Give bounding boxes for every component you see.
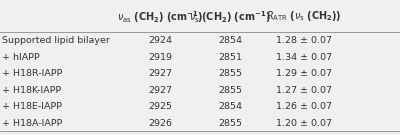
Text: 2927: 2927 (148, 69, 172, 78)
Text: 2855: 2855 (218, 86, 242, 95)
Text: 1.28 ± 0.07: 1.28 ± 0.07 (276, 36, 332, 45)
Text: $\nu_{\mathrm{s}}$ $\mathbf{(CH_2)\ (cm^{-1})}$: $\nu_{\mathrm{s}}$ $\mathbf{(CH_2)\ (cm^… (189, 9, 271, 25)
Text: 1.26 ± 0.07: 1.26 ± 0.07 (276, 102, 332, 111)
Text: 2927: 2927 (148, 86, 172, 95)
Text: $\mathit{R}_{\mathrm{ATR}}$ $\mathbf{(}$$\nu_{\mathrm{s}}$ $\mathbf{(CH_2))}$: $\mathit{R}_{\mathrm{ATR}}$ $\mathbf{(}$… (266, 9, 342, 23)
Text: + H18A-IAPP: + H18A-IAPP (2, 119, 62, 128)
Text: $\nu_{\mathrm{as}}$ $\mathbf{(CH_2)\ (cm^{-1})}$: $\nu_{\mathrm{as}}$ $\mathbf{(CH_2)\ (cm… (117, 9, 203, 25)
Text: 1.20 ± 0.07: 1.20 ± 0.07 (276, 119, 332, 128)
Text: 1.29 ± 0.07: 1.29 ± 0.07 (276, 69, 332, 78)
Text: 2854: 2854 (218, 36, 242, 45)
Text: 2855: 2855 (218, 119, 242, 128)
Text: 2925: 2925 (148, 102, 172, 111)
Text: 2926: 2926 (148, 119, 172, 128)
Text: 2854: 2854 (218, 102, 242, 111)
Text: Supported lipid bilayer: Supported lipid bilayer (2, 36, 110, 45)
Text: + H18R-IAPP: + H18R-IAPP (2, 69, 62, 78)
Text: 1.27 ± 0.07: 1.27 ± 0.07 (276, 86, 332, 95)
Text: 2924: 2924 (148, 36, 172, 45)
Text: + hIAPP: + hIAPP (2, 53, 40, 62)
Text: 1.34 ± 0.07: 1.34 ± 0.07 (276, 53, 332, 62)
Text: 2855: 2855 (218, 69, 242, 78)
Text: 2851: 2851 (218, 53, 242, 62)
Text: 2919: 2919 (148, 53, 172, 62)
Text: + H18E-IAPP: + H18E-IAPP (2, 102, 62, 111)
Text: + H18K-IAPP: + H18K-IAPP (2, 86, 61, 95)
